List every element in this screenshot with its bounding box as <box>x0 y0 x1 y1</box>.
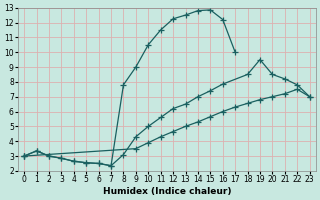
X-axis label: Humidex (Indice chaleur): Humidex (Indice chaleur) <box>103 187 231 196</box>
